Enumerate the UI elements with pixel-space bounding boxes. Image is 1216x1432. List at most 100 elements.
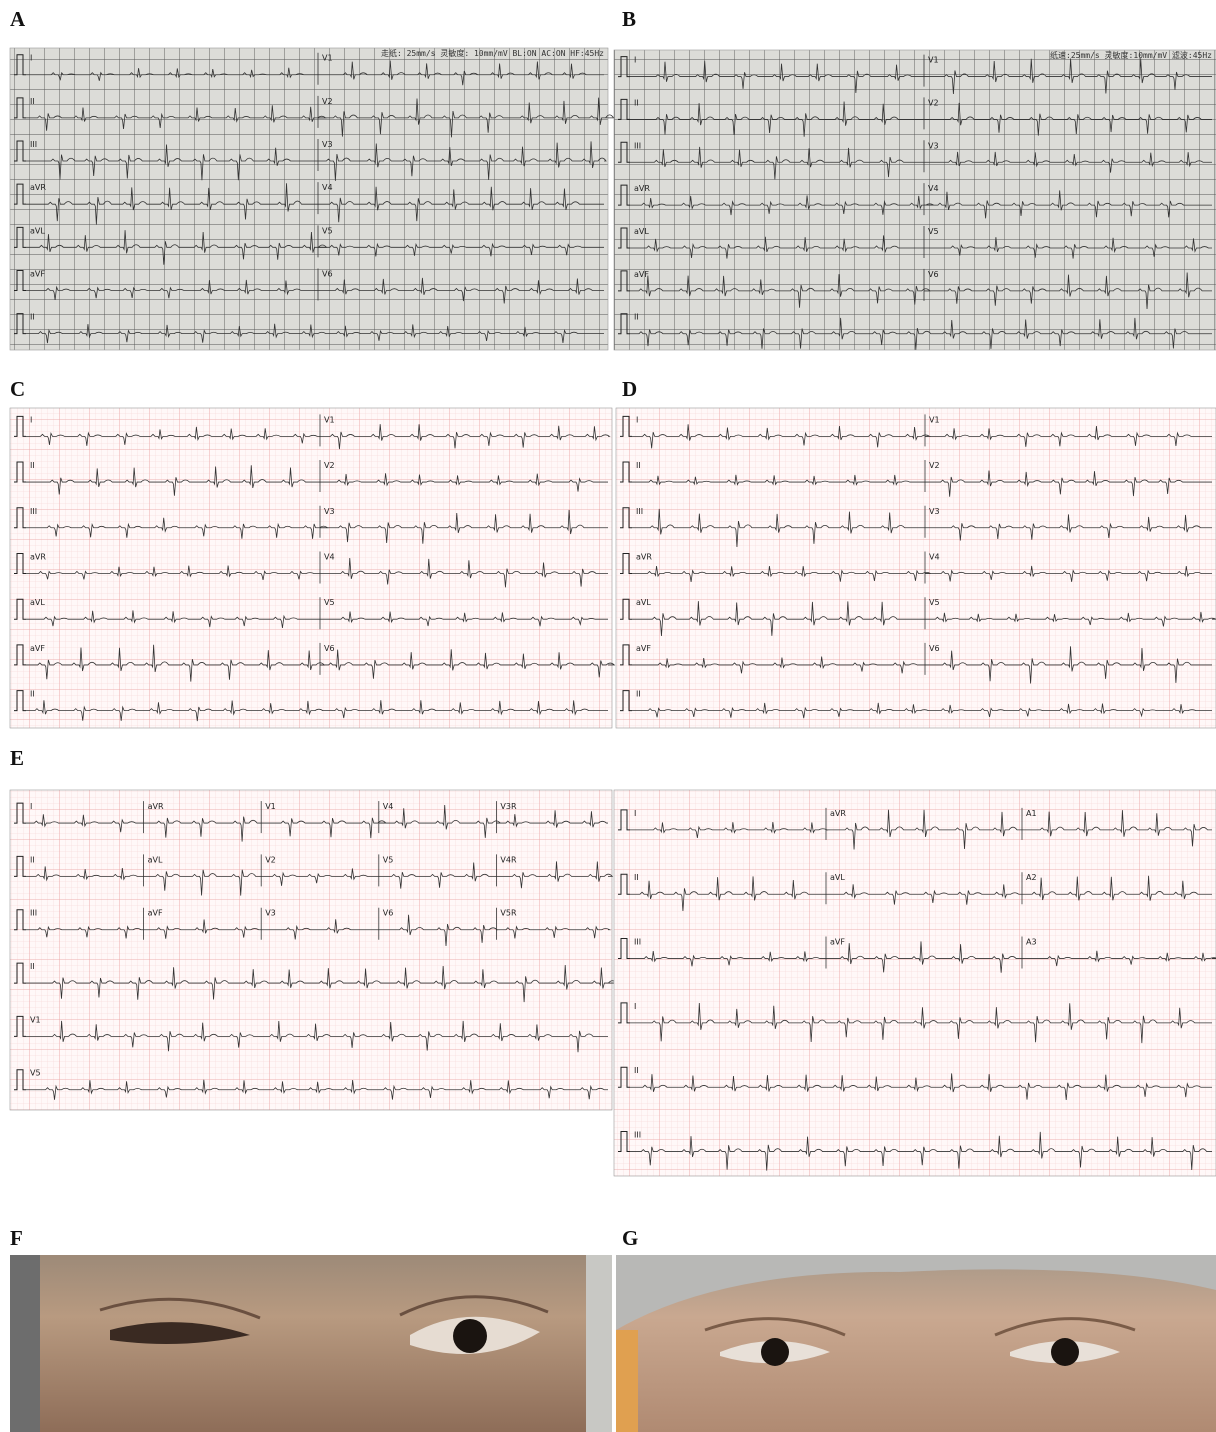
lead-label: aVL [830, 873, 845, 882]
lead-label: II [30, 313, 35, 322]
lead-label: II [30, 461, 35, 470]
lead-label: V3 [324, 507, 335, 516]
lead-label: V5 [30, 1069, 41, 1078]
lead-label: V4 [928, 184, 939, 193]
lead-label: V4 [322, 183, 333, 192]
lead-label: II [30, 97, 35, 106]
ecg-paper [614, 50, 1216, 350]
lead-label: aVF [30, 644, 45, 653]
panel-label: A [10, 7, 26, 31]
ecg-paper [10, 408, 612, 728]
lead-label: aVF [148, 909, 163, 918]
lead-label: aVL [30, 598, 45, 607]
lead-label: I [30, 54, 32, 63]
lead-label: III [30, 507, 37, 516]
lead-label: I [30, 415, 32, 424]
lead-label: II [30, 855, 35, 864]
lead-label: V3 [928, 141, 939, 150]
lead-label: III [634, 141, 641, 150]
lead-label: aVL [30, 226, 45, 235]
lead-label: I [634, 809, 636, 818]
panel-label: D [622, 377, 637, 401]
lead-label: V1 [322, 54, 333, 63]
panel-label: G [622, 1226, 638, 1250]
lead-label: V5R [500, 909, 517, 918]
lead-label: V1 [928, 56, 939, 65]
ecg-paper [10, 790, 612, 1110]
lead-label: V4R [500, 855, 517, 864]
lead-label: V5 [324, 598, 335, 607]
lead-label: V1 [324, 415, 335, 424]
lead-label: V5 [928, 227, 939, 236]
panel-label: E [10, 746, 24, 770]
lead-label: I [634, 56, 636, 65]
lead-label: III [30, 909, 37, 918]
lead-label: V6 [383, 909, 394, 918]
lead-label: aVR [636, 552, 652, 561]
lead-label: V6 [322, 269, 333, 278]
lead-label: aVR [634, 184, 650, 193]
lead-label: aVR [30, 552, 46, 561]
lead-label: A2 [1026, 873, 1037, 882]
lead-label: V4 [929, 552, 940, 561]
lead-label: II [636, 461, 641, 470]
photo-f [10, 1255, 612, 1432]
lead-label: V6 [929, 644, 940, 653]
lead-label: V5 [322, 226, 333, 235]
lead-label: II [634, 98, 639, 107]
ecg-paper [616, 408, 1216, 728]
lead-label: II [634, 1066, 639, 1075]
lead-label: V3R [500, 802, 517, 811]
lead-label: II [634, 873, 639, 882]
lead-label: V1 [929, 415, 940, 424]
lead-label: III [636, 507, 643, 516]
lead-label: III [30, 140, 37, 149]
lead-label: V5 [929, 598, 940, 607]
lead-label: II [30, 962, 35, 971]
lead-label: A1 [1026, 809, 1037, 818]
panel-label: B [622, 7, 636, 31]
lead-label: V5 [383, 855, 394, 864]
lead-label: aVF [634, 270, 649, 279]
lead-label: aVL [634, 227, 649, 236]
lead-label: aVF [30, 269, 45, 278]
lead-label: aVF [830, 938, 845, 947]
lead-label: aVL [636, 598, 651, 607]
ecg-header: 纸速:25mm/s 灵敏度:10mm/mV 滤波:45Hz [1050, 50, 1212, 60]
lead-label: aVF [636, 644, 651, 653]
lead-label: V3 [929, 507, 940, 516]
lead-label: I [636, 415, 638, 424]
lead-label: II [30, 690, 35, 699]
lead-label: aVR [830, 809, 846, 818]
lead-label: V4 [324, 552, 335, 561]
panel-label: F [10, 1226, 23, 1250]
lead-label: aVR [148, 802, 164, 811]
lead-label: I [634, 1002, 636, 1011]
ecg-header: 走纸: 25mm/s 灵敏度: 10mm/mV BL:ON AC:ON HF:4… [381, 48, 604, 58]
lead-label: V1 [30, 1015, 41, 1024]
lead-label: V2 [929, 461, 940, 470]
photo-g [616, 1255, 1216, 1432]
lead-label: V2 [265, 855, 276, 864]
lead-label: V4 [383, 802, 394, 811]
lead-label: V2 [322, 97, 333, 106]
lead-label: V3 [322, 140, 333, 149]
ecg-paper [10, 48, 608, 350]
figure: A 走纸: 25mm/s 灵敏度: 10mm/mV BL:ON AC:ON HF:… [0, 0, 1216, 1432]
lead-label: II [634, 313, 639, 322]
lead-label: V2 [928, 98, 939, 107]
lead-label: aVR [30, 183, 46, 192]
lead-label: V1 [265, 802, 276, 811]
lead-label: V6 [324, 644, 335, 653]
panel-label: C [10, 377, 25, 401]
lead-label: II [636, 690, 641, 699]
lead-label: III [634, 1131, 641, 1140]
lead-label: V6 [928, 270, 939, 279]
lead-label: III [634, 938, 641, 947]
lead-label: I [30, 802, 32, 811]
ecg-paper [614, 790, 1216, 1176]
lead-label: V3 [265, 909, 276, 918]
lead-label: V2 [324, 461, 335, 470]
lead-label: A3 [1026, 938, 1037, 947]
lead-label: aVL [148, 855, 163, 864]
